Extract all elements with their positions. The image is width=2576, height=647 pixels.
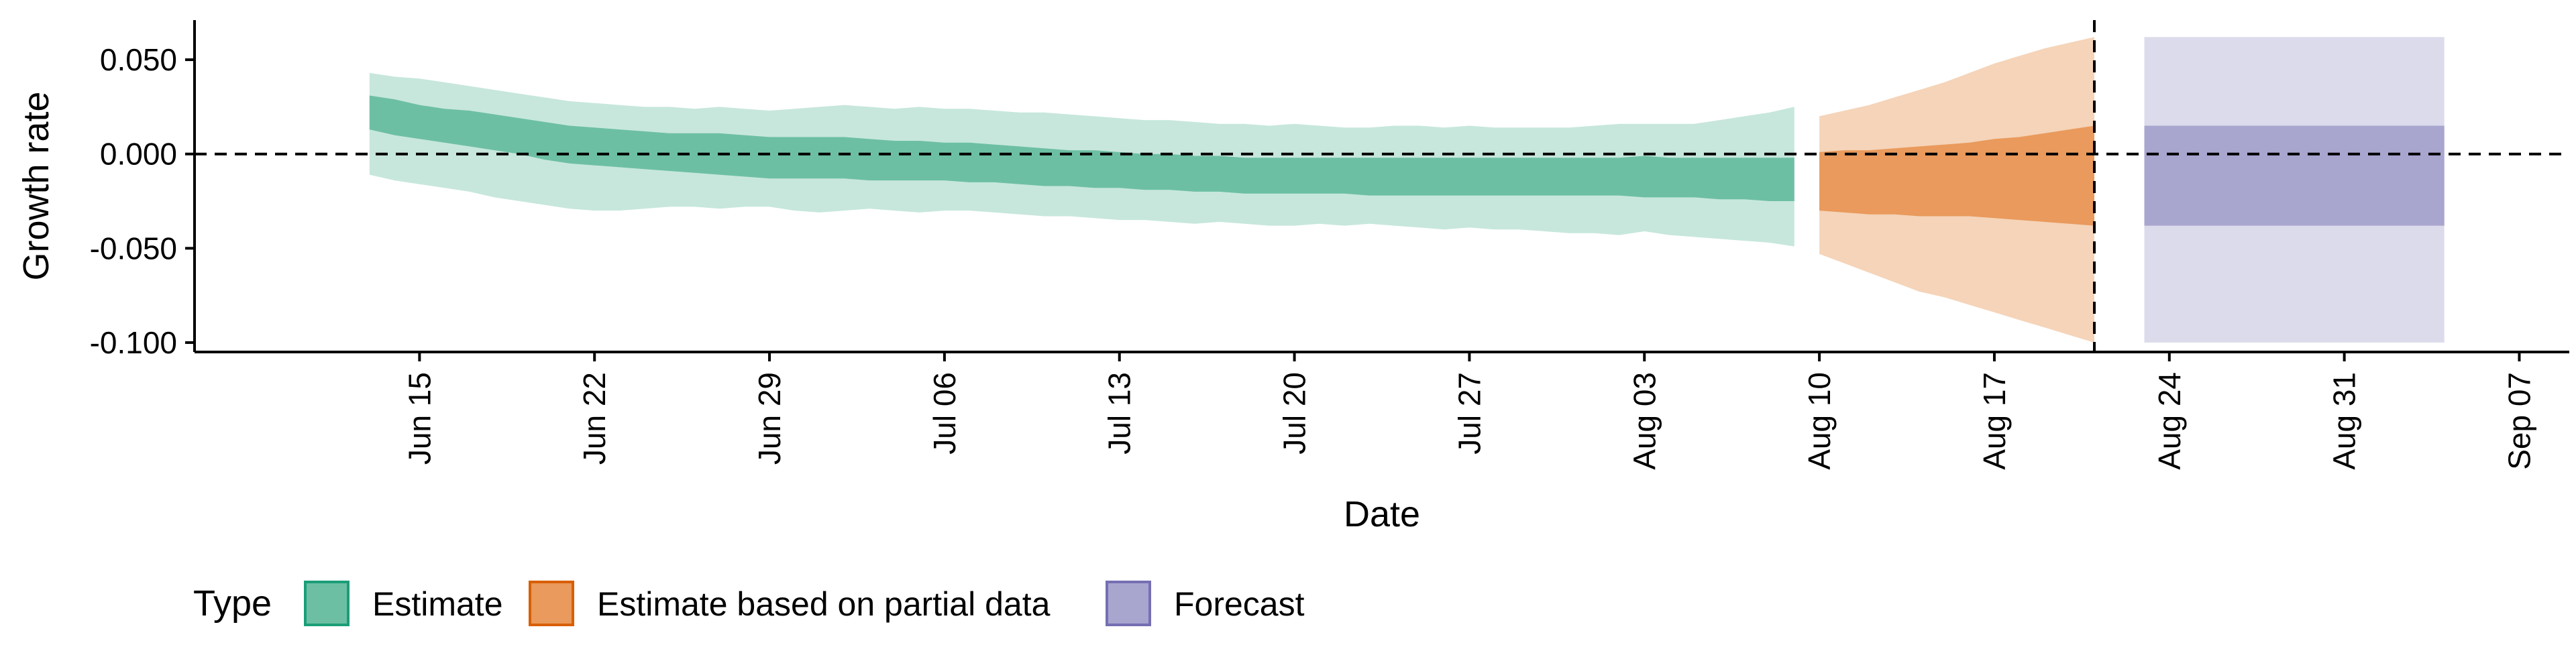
estimate-inner-band bbox=[369, 95, 1794, 201]
x-tick-label-8: Aug 10 bbox=[1802, 372, 1837, 470]
x-tick-label-6: Jul 27 bbox=[1452, 372, 1487, 455]
reference-lines bbox=[195, 20, 2569, 352]
forecast-inner-band bbox=[2144, 125, 2445, 226]
y-tick-label-3: -0.100 bbox=[90, 325, 177, 360]
x-tick-label-3: Jul 06 bbox=[927, 372, 962, 455]
legend-key-estimate-based-on-partial-data bbox=[529, 581, 574, 626]
x-tick-label-11: Aug 31 bbox=[2327, 372, 2362, 470]
x-tick-label-2: Jun 29 bbox=[752, 372, 787, 465]
legend-key-estimate bbox=[304, 581, 350, 626]
legend-label-estimate: Estimate bbox=[372, 585, 503, 623]
x-tick-label-5: Jul 20 bbox=[1277, 372, 1312, 455]
legend-label-estimate-based-on-partial-data: Estimate based on partial data bbox=[597, 585, 1051, 623]
x-tick-label-0: Jun 15 bbox=[402, 372, 437, 465]
y-axis-title: Growth rate bbox=[16, 91, 56, 280]
legend: Type Estimate Estimate based on partial da… bbox=[193, 581, 1305, 626]
legend-title: Type bbox=[193, 583, 272, 624]
x-tick-label-12: Sep 07 bbox=[2502, 372, 2536, 470]
bands-layer bbox=[369, 37, 2445, 343]
x-tick-label-1: Jun 22 bbox=[577, 372, 612, 465]
legend-key-forecast bbox=[1106, 581, 1151, 626]
x-tick-label-4: Jul 13 bbox=[1102, 372, 1137, 455]
y-tick-label-1: 0.000 bbox=[100, 137, 177, 172]
legend-label-forecast: Forecast bbox=[1174, 585, 1305, 623]
y-tick-label-0: 0.050 bbox=[100, 42, 177, 77]
y-tick-label-2: -0.050 bbox=[90, 231, 177, 266]
x-tick-label-7: Aug 03 bbox=[1627, 372, 1662, 470]
axes: 0.050 0.000 -0.050 -0.100 Jun 15 Jun 22 Jun 29… bbox=[16, 20, 2569, 534]
x-tick-label-10: Aug 24 bbox=[2152, 372, 2187, 470]
x-axis-title: Date bbox=[1344, 494, 1420, 534]
estimate-based-on-partial-data-inner-band bbox=[1819, 125, 2094, 226]
x-tick-label-9: Aug 17 bbox=[1977, 372, 2012, 470]
